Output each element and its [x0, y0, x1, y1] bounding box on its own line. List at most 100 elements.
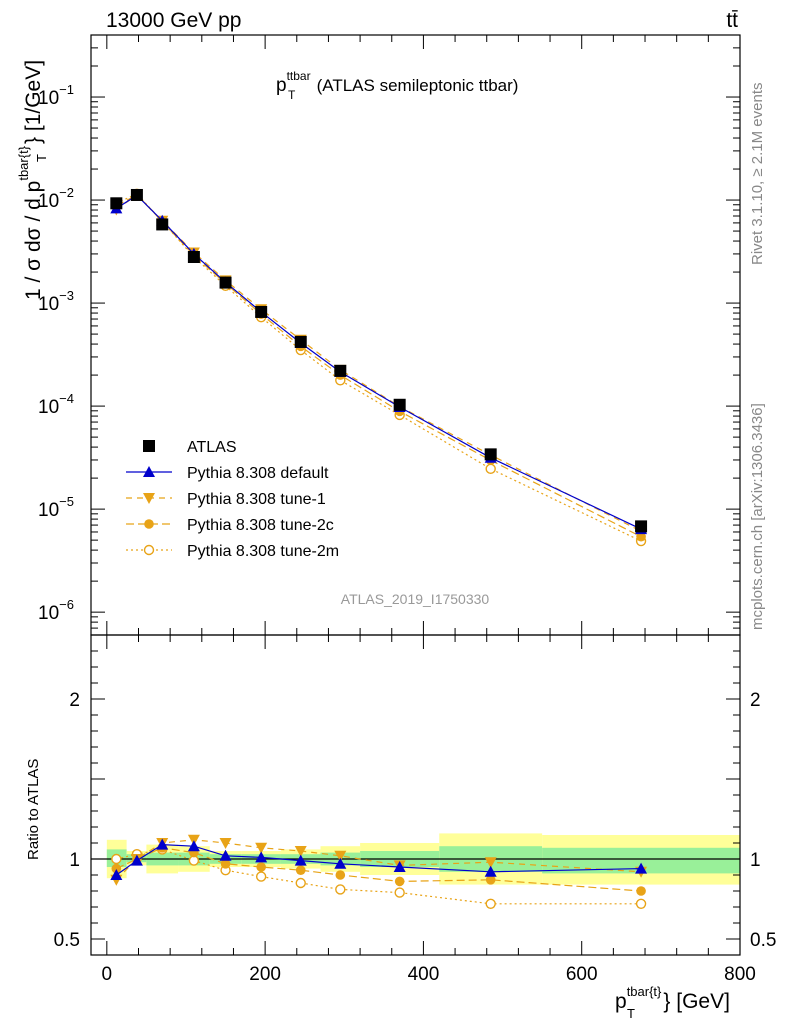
- main-point-data: [393, 398, 406, 411]
- ratio-point-tune2c: [335, 870, 346, 880]
- ratio-point-tune2c: [636, 886, 646, 896]
- legend-label: Pythia 8.308 default: [187, 465, 329, 482]
- ratio-y-tick-label-right: 2: [750, 690, 761, 711]
- ratio-series-group: [110, 834, 648, 909]
- x-axis-label: ptbar{t}} [GeV]: [615, 984, 730, 1013]
- main-y-axis-label: 1 / σ dσ / d ptbar{t}} [1/GeV]: [16, 60, 45, 300]
- x-tick-label: 0: [102, 964, 113, 985]
- main-point-data: [130, 188, 143, 201]
- plot-title-sup: ttbar: [287, 69, 311, 83]
- ratio-y-axis-label: Ratio to ATLAS: [25, 759, 42, 860]
- ratio-point-tune2c: [220, 859, 231, 869]
- legend-marker: [143, 440, 155, 452]
- ratio-point-default: [294, 854, 307, 866]
- main-panel: 10−610−510−410−310−210−1 pttbar (ATLAS se…: [16, 34, 741, 636]
- y-tick-label: 10−2: [38, 185, 74, 212]
- main-point-data: [110, 197, 123, 210]
- ratio-point-tune2m: [111, 853, 122, 865]
- ratio-point-tune2m: [635, 898, 647, 909]
- y-tick-label-base: 10: [38, 88, 59, 109]
- ratio-point-default: [130, 854, 143, 866]
- ratio-series-default: [110, 838, 648, 880]
- ratio-point-default: [635, 862, 648, 874]
- x-axis-label-main: p: [615, 990, 627, 1013]
- main-y-ticks: 10−610−510−410−310−210−1: [38, 34, 740, 636]
- main-point-data: [255, 305, 268, 318]
- legend-label: Pythia 8.308 tune-1: [187, 491, 326, 508]
- header-collision-label: 13000 GeV pp: [106, 9, 241, 32]
- x-axis-label-sup: tbar{t}: [627, 984, 662, 999]
- legend-entry-tune2m: Pythia 8.308 tune-2m: [126, 543, 339, 560]
- x-tick-label: 400: [408, 964, 440, 985]
- analysis-watermark: ATLAS_2019_I1750330: [341, 591, 490, 607]
- mcplots-label: mcplots.cern.ch [arXiv:1306.3436]: [749, 403, 766, 630]
- main-series-tune1: [110, 189, 648, 538]
- main-y-axis-label-text: 1 / σ dσ / d ptbar{t}} [1/GeV]: [16, 60, 45, 300]
- ratio-point-tune2m: [335, 884, 346, 895]
- ratio-point-tune2m: [188, 855, 200, 866]
- ratio-point-tune2m: [295, 877, 306, 889]
- y-tick-label: 10−3: [38, 288, 74, 315]
- ratio-y-tick-label: 2: [69, 690, 80, 711]
- ratio-y-tick-label: 1: [69, 850, 80, 871]
- legend-marker: [143, 493, 155, 504]
- ratio-point-default: [156, 838, 169, 850]
- y-tick-label-base: 10: [38, 500, 59, 521]
- y-tick-label-exp: −5: [59, 494, 74, 509]
- x-tick-label: 600: [566, 964, 598, 985]
- ratio-point-default: [187, 840, 200, 852]
- y-tick-label: 10−6: [38, 597, 74, 624]
- main-y-axis-label-main: 1 / σ dσ / d p: [22, 181, 45, 300]
- ratio-y-tick-label-right: 0.5: [750, 930, 776, 951]
- plot-title: pttbar (ATLAS semileptonic ttbar): [276, 69, 518, 96]
- legend-entry-tune1: Pythia 8.308 tune-1: [126, 491, 326, 508]
- main-point-data: [334, 364, 347, 377]
- main-point-data: [156, 218, 169, 231]
- legend-entry-tune2c: Pythia 8.308 tune-2c: [126, 517, 334, 534]
- plot-title-rest: (ATLAS semileptonic ttbar): [317, 76, 519, 95]
- y-tick-label-exp: −1: [59, 82, 74, 97]
- legend-label: Pythia 8.308 tune-2m: [187, 543, 339, 560]
- ratio-point-default: [219, 849, 232, 861]
- main-y-axis-label-unit: } [1/GeV]: [22, 60, 45, 144]
- legend-marker: [144, 519, 154, 529]
- y-tick-label-exp: −3: [59, 288, 74, 303]
- y-tick-label: 10−4: [38, 391, 74, 418]
- y-tick-label-exp: −4: [59, 391, 74, 406]
- legend-label: Pythia 8.308 tune-2c: [187, 517, 334, 534]
- ratio-y-tick-label-right: 1: [750, 850, 761, 871]
- ratio-point-default: [255, 851, 268, 863]
- main-point-tune2m: [485, 463, 496, 475]
- legend-marker: [143, 544, 155, 556]
- main-point-data: [294, 335, 307, 348]
- ratio-point-tune2m: [394, 887, 405, 898]
- ratio-y-tick-label: 0.5: [54, 930, 80, 951]
- main-x-ticks: [106, 35, 741, 635]
- ratio-point-default: [334, 857, 347, 869]
- ratio-point-default: [110, 869, 123, 880]
- rivet-version-label: Rivet 3.1.10, ≥ 2.1M events: [749, 83, 766, 266]
- ratio-y-ticks: 0.5 0.5 1 1 2 2: [54, 634, 776, 956]
- legend: ATLAS Pythia 8.308 default Pythia 8.308 tu…: [126, 439, 339, 560]
- y-tick-label: 10−1: [38, 82, 74, 109]
- y-tick-label-exp: −6: [59, 597, 74, 612]
- ratio-panel: 0.5 0.51 12 2 0 200 400 600 800 Ratio to ATLAS …: [25, 634, 776, 1021]
- plot-title-main: p: [276, 75, 287, 96]
- y-tick-label: 10−5: [38, 494, 74, 521]
- ratio-point-default: [393, 861, 406, 872]
- y-tick-label-base: 10: [38, 397, 59, 418]
- ratio-point-tune2c: [394, 876, 405, 887]
- ratio-point-tune1: [219, 838, 232, 849]
- main-series-tune2c: [111, 190, 646, 542]
- ratio-point-tune2m: [255, 871, 267, 882]
- legend-entry-default: Pythia 8.308 default: [126, 465, 329, 482]
- main-line-tune2c: [116, 194, 642, 538]
- ratio-point-tune2c: [256, 862, 266, 872]
- x-tick-label: 800: [724, 964, 756, 985]
- main-point-data: [635, 520, 648, 533]
- legend-entry-data: ATLAS: [143, 439, 237, 456]
- legend-label: ATLAS: [187, 439, 237, 456]
- ratio-point-default: [484, 865, 497, 877]
- plot-title-sub: T: [288, 88, 296, 102]
